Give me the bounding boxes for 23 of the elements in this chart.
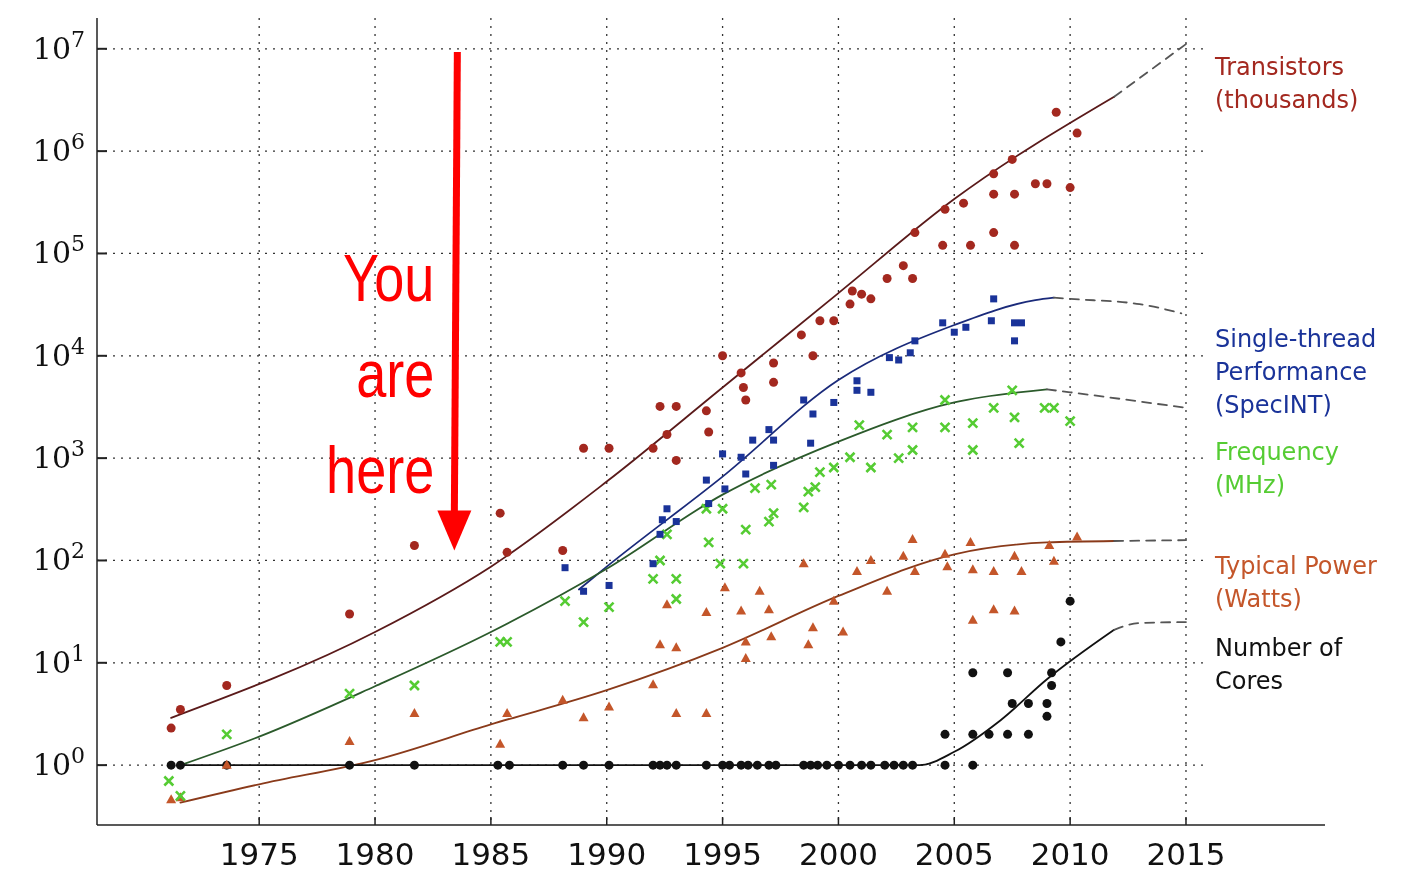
y-tick-label: 10$^{4}$ — [32, 333, 85, 373]
x-tick-label: 2010 — [1030, 836, 1110, 872]
text: Number of Cores — [1215, 634, 1343, 696]
text: Transistors (thousands) — [1214, 52, 1359, 114]
y-tick-label: 10$^{3}$ — [32, 435, 85, 476]
y-tick-label: 10$^{6}$ — [32, 128, 85, 169]
y-tick-label: 10$^{2}$ — [32, 537, 85, 578]
x-tick-label: 2005 — [914, 836, 994, 872]
text: Typical Power (Watts) — [1214, 552, 1377, 614]
x-tick-label: 1975 — [219, 836, 299, 872]
x-tick-label: 2015 — [1146, 836, 1226, 872]
x-tick-label: 1995 — [683, 836, 763, 872]
y-tick-label: 10$^{0}$ — [32, 742, 85, 783]
y-tick-label: 10$^{7}$ — [32, 26, 85, 66]
x-tick-label: 2000 — [798, 836, 878, 872]
y-tick-label: 10$^{1}$ — [32, 640, 85, 680]
x-tick-label: 1990 — [567, 836, 647, 872]
annotation: You are here — [326, 240, 435, 507]
y-tick-label: 10$^{5}$ — [32, 230, 85, 271]
text: Single-thread Performance (SpecINT) — [1215, 325, 1377, 420]
x-tick-label: 1980 — [335, 836, 415, 872]
x-tick-label: 1985 — [451, 836, 531, 872]
text: Frequency (MHz) — [1215, 438, 1339, 500]
